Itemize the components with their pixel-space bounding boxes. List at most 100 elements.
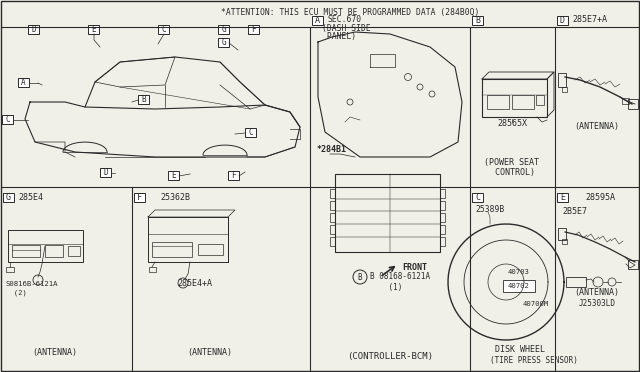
Bar (330, 201, 335, 210)
Text: B 08168-6121A
    (1): B 08168-6121A (1) (370, 272, 430, 292)
Bar (152, 242, 192, 257)
Text: C: C (475, 193, 480, 202)
Text: F: F (137, 193, 142, 202)
Text: *284B1: *284B1 (317, 145, 347, 154)
Text: (ANTENNA): (ANTENNA) (188, 347, 232, 356)
Bar (503, 280, 535, 292)
Text: (2): (2) (5, 290, 27, 296)
Bar (330, 189, 335, 198)
Bar (218, 25, 229, 34)
Text: C: C (248, 128, 253, 137)
Text: B: B (358, 273, 362, 282)
Bar (330, 237, 335, 246)
Text: 285E4+A: 285E4+A (177, 279, 212, 289)
Bar (148, 217, 228, 262)
Text: (ANTENNA): (ANTENNA) (575, 122, 620, 131)
Bar (562, 239, 567, 244)
Bar (138, 95, 149, 104)
Bar (472, 193, 483, 202)
Bar (228, 171, 239, 180)
Text: 25389B: 25389B (475, 205, 504, 215)
Text: (ANTENNA): (ANTENNA) (33, 347, 77, 356)
Text: FRONT: FRONT (402, 263, 427, 272)
Text: F: F (251, 25, 256, 34)
Text: S0816B-6121A: S0816B-6121A (5, 281, 58, 287)
Bar (168, 171, 179, 180)
Text: D: D (103, 168, 108, 177)
Bar (557, 193, 568, 202)
Text: (POWER SEAT: (POWER SEAT (484, 157, 540, 167)
Bar (218, 38, 229, 47)
Text: 285E7+A: 285E7+A (573, 16, 607, 25)
Text: 285E4: 285E4 (18, 192, 43, 202)
Bar (3, 193, 14, 202)
Bar (68, 246, 80, 256)
Bar (28, 25, 39, 34)
Text: CONTROL): CONTROL) (490, 167, 534, 176)
Text: D: D (560, 16, 565, 25)
Text: PANEL): PANEL) (322, 32, 356, 41)
Bar (557, 16, 568, 25)
Text: (ANTENNA): (ANTENNA) (575, 288, 620, 296)
Text: E: E (171, 171, 176, 180)
Bar (562, 87, 567, 92)
Text: (DASH SIDE: (DASH SIDE (322, 23, 371, 32)
Text: 25362B: 25362B (160, 192, 190, 202)
Text: C: C (5, 115, 10, 124)
Bar (18, 78, 29, 87)
Bar (8, 230, 83, 262)
Bar (6, 267, 14, 272)
Text: 40702: 40702 (508, 283, 530, 289)
Text: 28565X: 28565X (497, 119, 527, 128)
Bar (88, 25, 99, 34)
Bar (628, 99, 638, 109)
Text: SEC.670: SEC.670 (327, 16, 361, 25)
Bar (440, 225, 445, 234)
Text: D: D (31, 25, 36, 34)
Bar (198, 244, 223, 255)
Bar (330, 225, 335, 234)
Bar (482, 79, 547, 117)
Bar (330, 213, 335, 222)
Text: A: A (315, 16, 320, 25)
Bar (100, 168, 111, 177)
Bar (536, 95, 544, 105)
Bar (158, 25, 169, 34)
Bar (440, 189, 445, 198)
Text: E: E (560, 193, 565, 202)
Text: 40703: 40703 (508, 269, 530, 275)
Bar (558, 73, 566, 87)
Text: DISK WHEEL: DISK WHEEL (495, 346, 545, 355)
Text: 2B5E7: 2B5E7 (562, 208, 587, 217)
Bar (512, 95, 534, 109)
Text: G: G (6, 193, 11, 202)
Bar (45, 245, 63, 257)
Text: 28595A: 28595A (585, 192, 615, 202)
Bar (335, 174, 440, 252)
Text: B: B (141, 95, 146, 104)
Text: (TIRE PRESS SENSOR): (TIRE PRESS SENSOR) (490, 356, 578, 365)
Bar (440, 201, 445, 210)
Bar (312, 16, 323, 25)
Bar (622, 98, 629, 104)
Text: G: G (221, 38, 226, 47)
Bar (149, 267, 156, 272)
Bar (12, 245, 40, 257)
Text: *ATTENTION: THIS ECU MUST BE PROGRAMMED DATA (284B0Q): *ATTENTION: THIS ECU MUST BE PROGRAMMED … (221, 7, 479, 16)
Bar (628, 260, 638, 269)
Bar (134, 193, 145, 202)
Bar (2, 115, 13, 124)
Bar (248, 25, 259, 34)
Bar (440, 237, 445, 246)
Text: F: F (231, 171, 236, 180)
Text: 40700M: 40700M (523, 301, 549, 307)
Text: A: A (21, 78, 26, 87)
Bar (566, 277, 586, 287)
Bar (245, 128, 256, 137)
Text: B: B (475, 16, 480, 25)
Text: E: E (91, 25, 96, 34)
Bar (472, 16, 483, 25)
Text: C: C (161, 25, 166, 34)
Bar (558, 228, 566, 240)
Bar (487, 95, 509, 109)
